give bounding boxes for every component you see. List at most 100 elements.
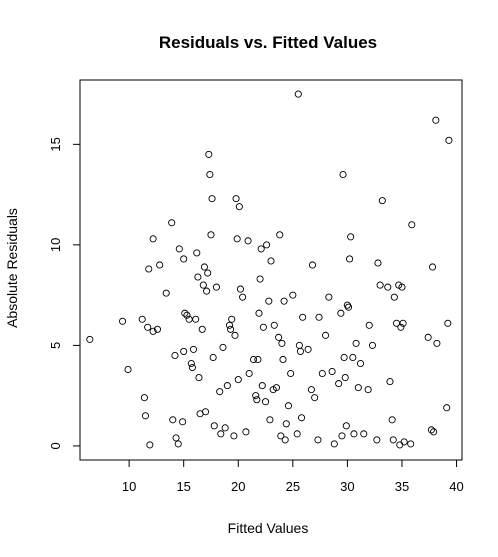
data-point [140,394,148,402]
data-point [308,261,317,269]
data-point [258,382,266,390]
data-point [249,355,258,364]
data-point [272,384,281,392]
data-point [445,136,453,144]
data-point [282,420,290,428]
y-tick-label: 15 [48,137,63,151]
x-tick-label: 20 [231,479,245,494]
data-point [174,440,182,448]
x-axis: 10 15 20 25 30 35 40 [122,459,464,494]
data-point [364,386,372,394]
data-point [386,378,394,386]
data-point [390,293,398,301]
data-point [169,416,177,424]
data-point [267,257,275,265]
y-tick-label: 0 [48,442,63,449]
data-point [156,261,164,269]
data-point [398,283,406,291]
data-point [225,321,234,329]
data-point [408,221,416,229]
data-point [349,353,357,362]
x-tick-label: 15 [176,479,190,494]
data-point [298,414,306,422]
data-point [149,327,157,335]
data-point [284,402,293,410]
data-point [373,436,381,444]
data-point [206,170,214,179]
data-point [192,315,200,323]
x-tick-label: 40 [449,479,463,494]
data-point [293,430,301,438]
data-point [444,319,452,327]
data-point [231,331,239,339]
data-point [86,335,94,343]
data-point [330,440,338,448]
data-point [171,351,179,359]
data-point [198,325,206,333]
data-point [203,287,211,295]
data-point [168,219,176,227]
x-axis-label: Fitted Values [228,520,309,536]
data-point [179,418,187,426]
data-point [209,353,217,362]
data-point [138,315,146,323]
data-point [400,438,408,446]
data-point [149,235,157,243]
data-point [145,265,153,273]
data-point [199,281,207,289]
data-point [328,367,336,376]
data-point [374,259,382,267]
data-point [180,255,188,263]
data-point [265,297,273,305]
data-point [234,376,242,384]
data-point [223,382,231,390]
data-point [424,333,432,341]
data-point [397,323,405,331]
data-point [338,432,346,440]
data-point [219,343,227,351]
data-point [207,231,215,239]
data-point [245,369,253,378]
data-point [172,434,180,442]
chart-title: Residuals vs. Fitted Values [159,33,377,52]
data-point [322,331,330,339]
data-point [221,424,229,432]
data-point [347,233,355,241]
data-point [314,436,322,444]
data-point [352,339,360,347]
data-point [239,293,247,301]
data-point [119,317,127,325]
data-point [194,273,202,281]
data-point [280,297,288,305]
data-point [256,275,264,283]
data-point [200,263,208,271]
data-points [86,90,453,449]
x-tick-label: 25 [286,479,300,494]
data-point [299,313,307,321]
data-point [259,323,267,331]
data-point [277,432,285,440]
data-point [304,345,312,353]
data-point [183,311,191,319]
data-point [279,355,287,364]
y-axis-label: Absolute Residuals [4,208,20,328]
data-point [407,440,415,448]
plot-area-frame [79,79,463,461]
data-point [384,283,392,291]
x-tick-label: 35 [395,479,409,494]
data-point [242,428,250,436]
data-point [144,323,152,331]
data-point [181,309,189,317]
data-point [228,315,236,323]
data-point [295,341,303,349]
data-point [341,374,349,382]
data-point [193,249,201,257]
data-point [337,309,345,317]
data-point [187,359,195,368]
data-point [432,116,440,124]
data-point [227,325,235,333]
data-point [389,436,397,444]
data-point [344,303,353,311]
data-point [257,245,265,253]
